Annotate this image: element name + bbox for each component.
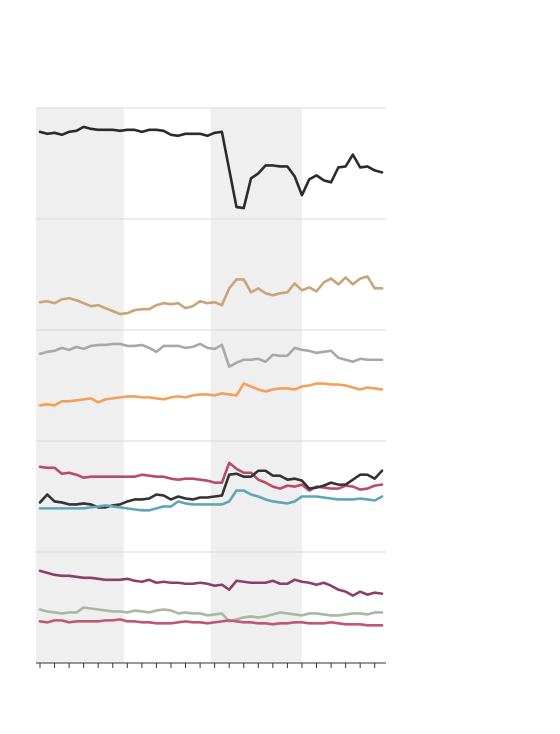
x-axis: [36, 662, 386, 668]
panel-5-series-2-line: [38, 606, 384, 623]
panel-3-series-1-line: [38, 342, 384, 368]
panel-2-series-1-line: [38, 275, 384, 316]
panel-gridlines: [36, 107, 386, 553]
shaded-band-2: [210, 108, 302, 663]
shaded-band-1: [36, 108, 124, 663]
panel-4-series-3-line: [38, 489, 384, 512]
shaded-period-bands: [36, 108, 302, 663]
series-lines: [38, 125, 384, 627]
panel-3-series-2-line: [38, 382, 384, 407]
panel-5-series-1-line: [38, 569, 384, 597]
panel-1-series-1-line: [38, 125, 384, 210]
panel-4-series-1-line: [38, 461, 384, 492]
panel-5-series-3-line: [38, 618, 384, 627]
